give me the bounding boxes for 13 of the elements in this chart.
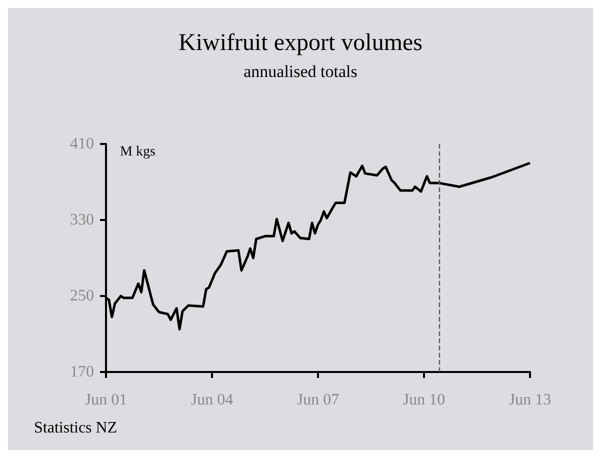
x-tick-label: Jun 01 <box>84 392 128 408</box>
x-tick-label: Jun 04 <box>190 392 234 408</box>
x-tick-label: Jun 13 <box>508 392 552 408</box>
y-tick-label: 170 <box>70 364 94 380</box>
x-tick-label: Jun 07 <box>296 392 340 408</box>
chart-subtitle: annualised totals <box>244 62 358 81</box>
text: Statistics NZ <box>34 420 118 436</box>
x-tick-label: Jun 10 <box>402 392 446 408</box>
y-axis-title: M kgs <box>120 144 156 160</box>
y-tick-label: 330 <box>70 212 94 228</box>
y-tick-label: 250 <box>70 288 94 304</box>
y-tick-label: 410 <box>70 136 94 152</box>
chart-title: Kiwifruit export volumes <box>178 30 422 56</box>
